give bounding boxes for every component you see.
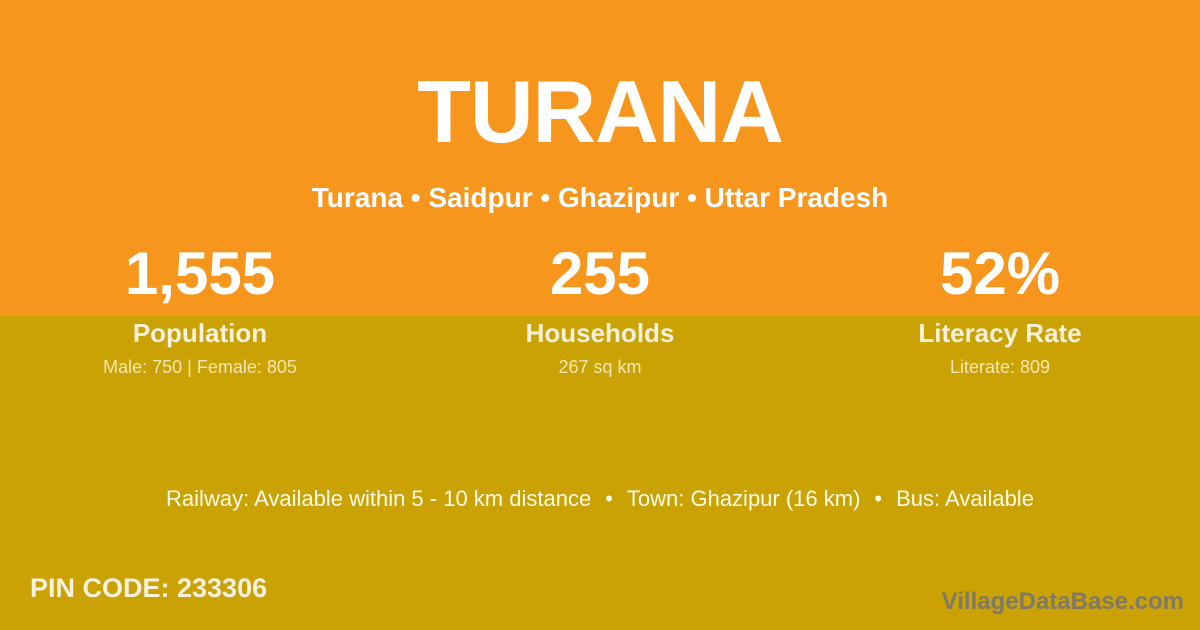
railway-info: Railway: Available within 5 - 10 km dist… bbox=[166, 486, 592, 511]
pin-code-text: PIN CODE: 233306 bbox=[30, 573, 268, 603]
households-detail: 267 sq km bbox=[558, 357, 642, 377]
town-info: Town: Ghazipur (16 km) bbox=[626, 486, 861, 511]
village-title: TURANA bbox=[417, 62, 784, 161]
population-value: 1,555 bbox=[124, 240, 276, 307]
literacy-label: Literacy Rate bbox=[918, 318, 1082, 348]
bullet-separator-icon: • bbox=[605, 486, 613, 511]
population-label: Population bbox=[132, 318, 268, 348]
population-detail: Male: 750 | Female: 805 bbox=[103, 357, 297, 377]
breadcrumb: Turana • Saidpur • Ghazipur • Uttar Prad… bbox=[311, 182, 889, 213]
bullet-separator-icon: • bbox=[874, 486, 883, 511]
gold-background-band bbox=[0, 316, 1200, 630]
literacy-detail: Literate: 809 bbox=[949, 357, 1051, 377]
literacy-value: 52% bbox=[939, 240, 1061, 307]
brand-watermark: VillageDataBase.com bbox=[941, 588, 1184, 615]
households-value: 255 bbox=[549, 240, 651, 307]
transport-info-bar: Railway: Available within 5 - 10 km dist… bbox=[0, 486, 1200, 512]
bus-info: Bus: Available bbox=[896, 486, 1034, 511]
orange-background-band bbox=[0, 0, 1200, 316]
stat-card-population: 1,555 Population Male: 750 | Female: 805 bbox=[0, 240, 400, 378]
stat-card-households: 255 Households 267 sq km bbox=[400, 240, 800, 378]
households-label: Households bbox=[525, 318, 675, 348]
stats-row: 1,555 Population Male: 750 | Female: 805… bbox=[0, 240, 1200, 378]
stat-card-literacy: 52% Literacy Rate Literate: 809 bbox=[800, 240, 1200, 378]
